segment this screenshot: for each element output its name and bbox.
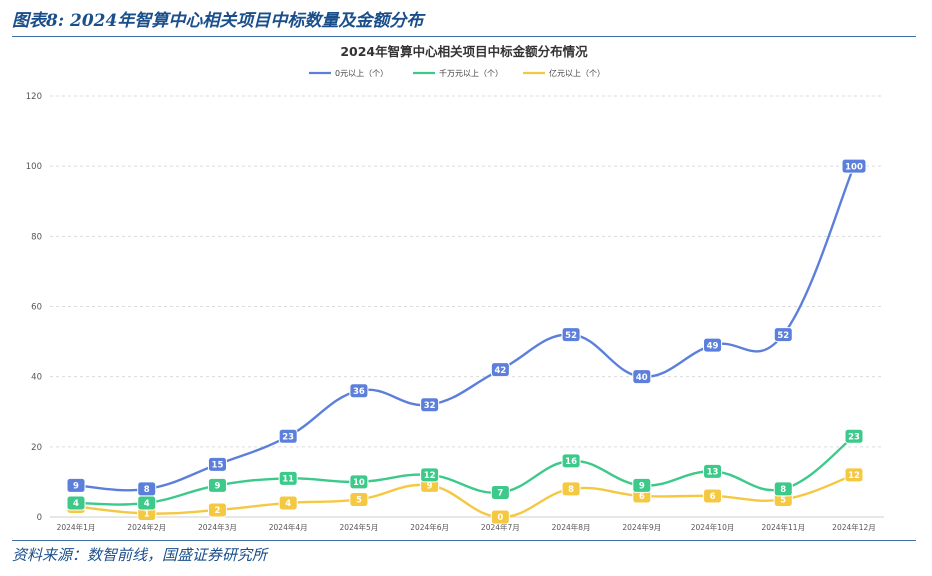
- data-label-2-8: 6: [639, 492, 645, 502]
- data-badge-2-11: [844, 467, 864, 483]
- data-label-0-6: 42: [494, 366, 506, 376]
- data-badge-2-4: [349, 491, 369, 507]
- data-badge-2-7: [561, 481, 581, 497]
- series-line-0: [75, 165, 856, 492]
- data-label-1-1: 4: [144, 499, 150, 509]
- x-tick-2: 2024年3月: [198, 522, 237, 532]
- data-label-0-4: 36: [353, 387, 365, 397]
- data-label-1-9: 13: [707, 468, 719, 478]
- data-label-0-5: 32: [424, 401, 436, 411]
- data-label-2-1: 1: [144, 510, 150, 520]
- data-label-1-4: 10: [353, 478, 365, 488]
- x-tick-10: 2024年11月: [761, 522, 805, 532]
- data-label-0-1: 8: [144, 485, 150, 495]
- data-badge-1-4: [349, 474, 369, 490]
- data-badge-0-6: [490, 362, 510, 378]
- x-tick-3: 2024年4月: [269, 522, 308, 532]
- chart-title: 2024年智算中心相关项目中标金额分布情况: [340, 44, 588, 59]
- data-badge-1-7: [561, 453, 581, 469]
- data-badge-1-2: [207, 477, 227, 493]
- data-label-2-3: 4: [285, 499, 291, 509]
- y-tick-20: 20: [31, 443, 42, 453]
- data-label-0-2: 15: [212, 461, 224, 471]
- data-label-0-0: 9: [73, 482, 79, 492]
- data-badge-0-8: [632, 369, 652, 385]
- data-label-1-3: 11: [282, 475, 294, 485]
- legend-label-2: 亿元以上（个）: [549, 68, 605, 78]
- data-label-2-5: 9: [427, 482, 433, 492]
- data-label-2-4: 5: [356, 496, 362, 506]
- data-badge-0-4: [349, 383, 369, 399]
- x-tick-11: 2024年12月: [832, 522, 876, 532]
- data-badge-0-2: [207, 456, 227, 472]
- data-label-0-8: 40: [636, 373, 648, 383]
- series-line-2: [75, 473, 855, 519]
- data-badge-1-9: [703, 463, 723, 479]
- data-badge-0-7: [561, 327, 581, 343]
- y-tick-60: 60: [31, 303, 42, 313]
- top-divider: [12, 36, 916, 37]
- x-tick-9: 2024年10月: [691, 522, 735, 532]
- data-badge-0-0: [66, 477, 86, 493]
- x-tick-0: 2024年1月: [57, 522, 96, 532]
- data-badge-0-1: [137, 481, 157, 497]
- source-note: 资料来源：数智前线，国盛证券研究所: [12, 546, 268, 564]
- data-badge-1-3: [278, 470, 298, 486]
- data-label-0-10: 52: [777, 331, 789, 341]
- data-label-1-10: 8: [780, 485, 786, 495]
- data-label-1-8: 9: [639, 482, 645, 492]
- data-badge-1-5: [420, 467, 440, 483]
- data-label-1-7: 16: [565, 457, 577, 467]
- x-tick-1: 2024年2月: [127, 522, 166, 532]
- data-label-1-2: 9: [214, 482, 220, 492]
- data-badge-2-3: [278, 495, 298, 511]
- legend-label-0: 0元以上（个）: [335, 69, 388, 78]
- data-label-2-7: 8: [568, 485, 574, 495]
- data-label-1-0: 4: [73, 499, 79, 509]
- data-label-2-2: 2: [214, 506, 220, 516]
- x-tick-5: 2024年6月: [410, 522, 449, 532]
- x-tick-6: 2024年7月: [481, 522, 520, 532]
- data-label-2-11: 12: [848, 471, 860, 481]
- data-label-0-3: 23: [282, 433, 294, 443]
- legend-label-1: 千万元以上（个）: [439, 68, 503, 78]
- data-badge-0-11: [841, 158, 867, 174]
- data-label-2-6: 0: [497, 513, 503, 523]
- x-tick-4: 2024年5月: [339, 522, 378, 532]
- data-badge-0-9: [703, 337, 723, 353]
- data-label-1-11: 23: [848, 433, 860, 443]
- data-badge-1-0: [66, 495, 86, 511]
- data-badge-0-3: [278, 428, 298, 444]
- y-tick-120: 120: [26, 92, 42, 102]
- y-tick-0: 0: [37, 513, 42, 523]
- data-label-2-9: 6: [710, 492, 716, 502]
- line-chart: 2024年智算中心相关项目中标金额分布情况 0元以上（个） 千万元以上（个） 亿元以上…: [26, 44, 884, 532]
- x-tick-7: 2024年8月: [552, 522, 591, 532]
- figure-title: 图表8: 2024年智算中心相关项目中标数量及金额分布: [12, 11, 424, 31]
- data-label-1-6: 7: [497, 489, 503, 499]
- data-badge-1-11: [844, 428, 864, 444]
- bottom-divider: [12, 540, 916, 541]
- data-badge-0-10: [773, 327, 793, 343]
- data-label-0-9: 49: [707, 341, 719, 351]
- x-tick-8: 2024年9月: [622, 522, 661, 532]
- data-badge-0-5: [420, 397, 440, 413]
- data-label-2-10: 5: [780, 496, 786, 506]
- data-badge-2-9: [703, 488, 723, 504]
- data-badge-1-6: [490, 484, 510, 500]
- data-badge-2-2: [207, 502, 227, 518]
- y-tick-40: 40: [31, 373, 42, 383]
- data-badge-1-8: [632, 477, 652, 493]
- data-label-1-5: 12: [424, 471, 436, 481]
- data-label-0-7: 52: [565, 331, 577, 341]
- y-tick-100: 100: [26, 162, 42, 172]
- data-badge-1-10: [773, 481, 793, 497]
- data-label-0-11: 100: [845, 162, 863, 172]
- data-badge-2-6: [490, 509, 510, 525]
- y-tick-80: 80: [31, 232, 42, 242]
